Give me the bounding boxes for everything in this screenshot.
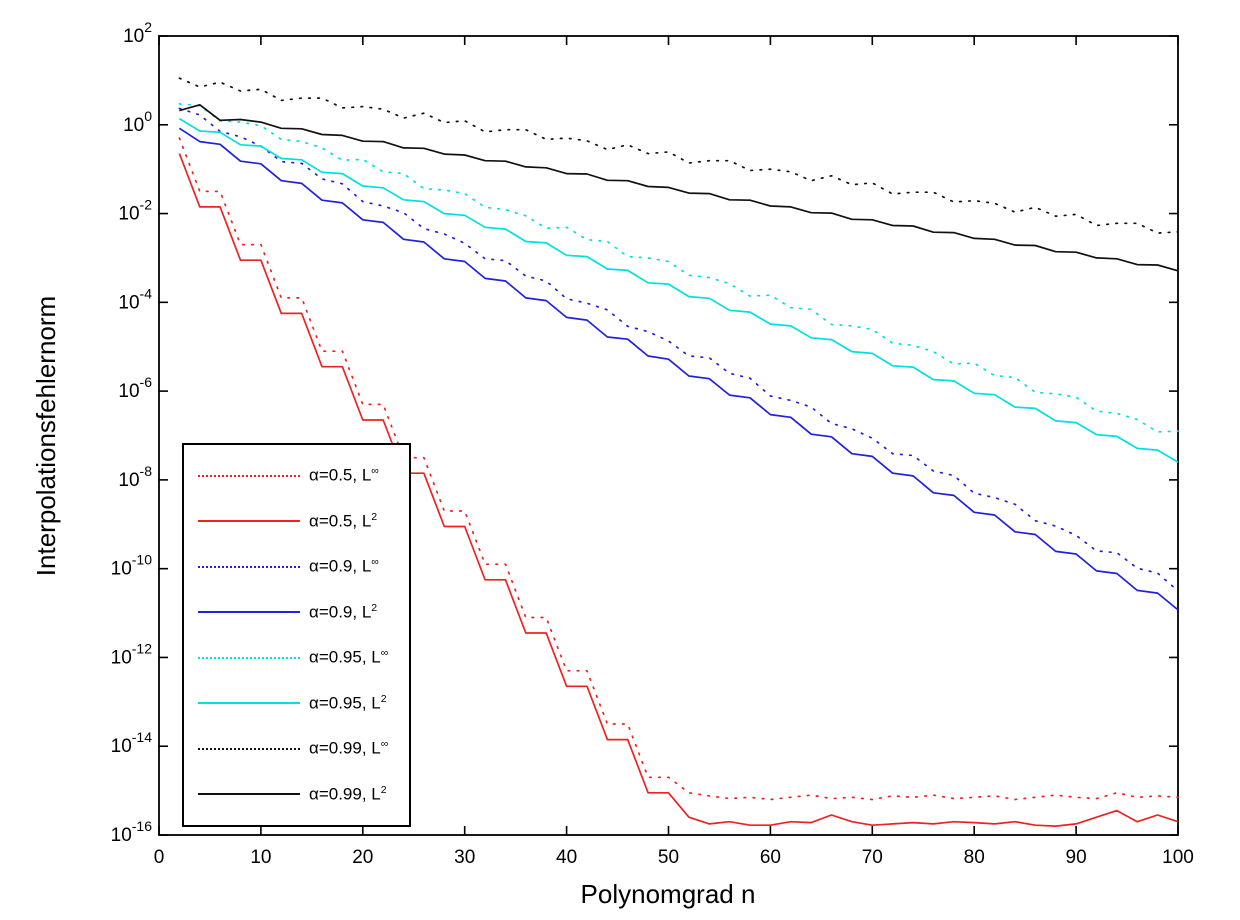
x-tick-label: 0 [154, 847, 165, 868]
x-tick-label: 80 [964, 847, 985, 868]
x-tick-label: 60 [760, 847, 781, 868]
x-tick-label: 10 [250, 847, 271, 868]
y-tick-label: 10-8 [118, 463, 152, 491]
legend-label-a09-linf: α=0.9, L∞ [309, 556, 379, 577]
series-line-a099-l2 [179, 103, 1179, 272]
y-tick-label: 10-4 [118, 285, 152, 313]
series-line-a05-l2 [178, 153, 1179, 827]
x-tick-label: 20 [352, 847, 373, 868]
legend-line-sample-a099-l2 [198, 793, 300, 796]
y-tick-label: 10-2 [118, 197, 152, 225]
legend-label-a09-l2: α=0.9, L2 [309, 601, 378, 622]
legend-label-a099-l2: α=0.99, L2 [309, 783, 387, 804]
legend-label-a099-linf: α=0.99, L∞ [309, 738, 389, 759]
ticks-layer [158, 35, 1179, 836]
y-tick-label: 100 [123, 108, 152, 136]
legend-line-sample-a09-l2 [198, 611, 300, 614]
legend-line-sample-a05-l2 [198, 520, 300, 523]
x-tick-label: 30 [454, 847, 475, 868]
x-tick-label: 100 [1162, 847, 1194, 868]
y-tick-label: 10-14 [111, 729, 153, 757]
legend-label-a05-linf: α=0.5, L∞ [309, 465, 379, 486]
y-tick-label: 10-10 [111, 552, 153, 580]
y-tick-label: 10-12 [111, 640, 153, 668]
tick-labels-layer: 0 10 20 30 40 50 60 70 80 90 100 102 100 10-2 10-4 10-6… [111, 19, 1194, 868]
legend: α=0.5, L∞ α=0.5, L2 α=0.9, L∞ α=0.9, L2 α=0.… [182, 443, 411, 827]
legend-label-a05-l2: α=0.5, L2 [309, 510, 378, 531]
series-line-a099-linf [178, 77, 1179, 234]
series-line-a05-linf [178, 137, 1179, 801]
x-tick-label: 70 [862, 847, 883, 868]
legend-item-a09-l2: α=0.9, L2 [184, 602, 409, 623]
y-axis-label: Interpolationsfehlernorm [31, 296, 61, 576]
legend-item-a09-linf: α=0.9, L∞ [184, 556, 409, 577]
legend-item-a095-l2: α=0.95, L2 [184, 693, 409, 714]
legend-item-a095-linf: α=0.95, L∞ [184, 647, 409, 668]
series-line-a095-linf [178, 103, 1179, 433]
x-tick-label: 40 [556, 847, 577, 868]
legend-item-a099-linf: α=0.99, L∞ [184, 738, 409, 759]
legend-item-a099-l2: α=0.99, L2 [184, 784, 409, 805]
legend-line-sample-a05-linf [198, 474, 300, 477]
series-line-a095-l2 [178, 117, 1179, 463]
x-axis-label: Polynomgrad n [581, 879, 756, 909]
legend-label-a095-l2: α=0.95, L2 [309, 692, 387, 713]
x-tick-label: 50 [658, 847, 679, 868]
legend-line-sample-a095-l2 [198, 702, 300, 705]
x-tick-label: 90 [1066, 847, 1087, 868]
legend-line-sample-a095-linf [198, 656, 300, 659]
y-tick-label: 10-16 [111, 818, 153, 846]
legend-line-sample-a099-linf [198, 747, 300, 750]
legend-label-a095-linf: α=0.95, L∞ [309, 647, 389, 668]
series-line-a09-l2 [178, 127, 1179, 611]
series-layer [178, 77, 1179, 827]
legend-item-a05-linf: α=0.5, L∞ [184, 465, 409, 486]
y-tick-label: 10-6 [118, 374, 152, 402]
legend-line-sample-a09-linf [198, 565, 300, 568]
y-tick-label: 102 [123, 19, 152, 47]
legend-item-a05-l2: α=0.5, L2 [184, 511, 409, 532]
